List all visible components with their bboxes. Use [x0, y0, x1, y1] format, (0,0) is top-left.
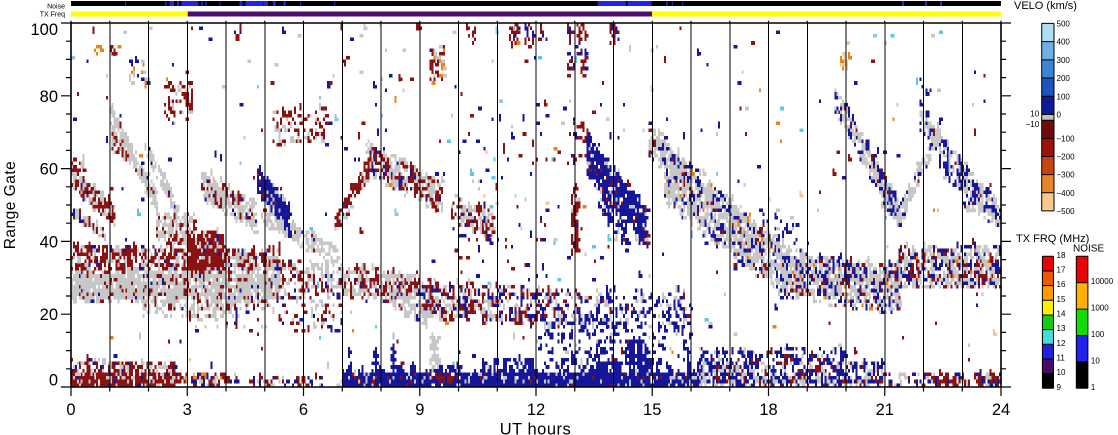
svg-text:0: 0 — [1057, 111, 1062, 120]
svg-text:10: 10 — [1091, 356, 1100, 365]
svg-text:NOISE: NOISE — [1073, 244, 1104, 255]
svg-text:1000: 1000 — [1091, 304, 1109, 313]
svg-text:15: 15 — [643, 401, 661, 419]
svg-text:14: 14 — [1057, 309, 1066, 318]
svg-text:10: 10 — [1030, 110, 1039, 119]
svg-text:12: 12 — [527, 401, 545, 419]
svg-text:−200: −200 — [1057, 153, 1076, 162]
svg-text:15: 15 — [1057, 295, 1066, 304]
svg-text:18: 18 — [1057, 251, 1066, 260]
svg-text:40: 40 — [40, 233, 58, 251]
svg-text:300: 300 — [1057, 56, 1071, 65]
svg-text:1: 1 — [1091, 383, 1096, 392]
svg-text:6: 6 — [299, 401, 308, 419]
svg-text:200: 200 — [1057, 74, 1071, 83]
svg-text:0: 0 — [49, 372, 58, 390]
svg-text:100: 100 — [30, 21, 58, 39]
svg-text:−400: −400 — [1057, 189, 1076, 198]
svg-text:13: 13 — [1057, 324, 1066, 333]
svg-text:Noise: Noise — [47, 4, 65, 11]
svg-text:UT hours: UT hours — [500, 421, 572, 435]
svg-text:TX Freq: TX Freq — [40, 12, 65, 19]
svg-text:100: 100 — [1057, 92, 1071, 101]
svg-text:100: 100 — [1091, 330, 1105, 339]
svg-text:18: 18 — [759, 401, 777, 419]
svg-text:−300: −300 — [1057, 171, 1076, 180]
svg-text:3: 3 — [183, 401, 192, 419]
svg-text:20: 20 — [40, 306, 58, 324]
svg-text:80: 80 — [40, 88, 58, 106]
svg-text:17: 17 — [1057, 265, 1066, 274]
svg-text:10000: 10000 — [1091, 277, 1114, 286]
svg-text:−100: −100 — [1057, 134, 1076, 143]
svg-text:−500: −500 — [1057, 207, 1076, 216]
svg-text:Range Gate: Range Gate — [2, 161, 19, 250]
svg-text:9: 9 — [415, 401, 424, 419]
svg-text:500: 500 — [1057, 19, 1071, 28]
svg-text:21: 21 — [876, 401, 894, 419]
svg-text:10: 10 — [1057, 368, 1066, 377]
svg-text:9: 9 — [1057, 383, 1062, 392]
svg-text:400: 400 — [1057, 38, 1071, 47]
svg-text:12: 12 — [1057, 339, 1066, 348]
svg-text:11: 11 — [1057, 353, 1066, 362]
svg-text:16: 16 — [1057, 280, 1066, 289]
svg-text:60: 60 — [40, 161, 58, 179]
svg-text:0: 0 — [66, 401, 75, 419]
svg-text:VELO (km/s): VELO (km/s) — [1014, 0, 1077, 12]
svg-text:24: 24 — [992, 401, 1010, 419]
svg-text:TX FRQ (MHz): TX FRQ (MHz) — [1016, 233, 1089, 245]
svg-text:−10: −10 — [1026, 120, 1040, 129]
